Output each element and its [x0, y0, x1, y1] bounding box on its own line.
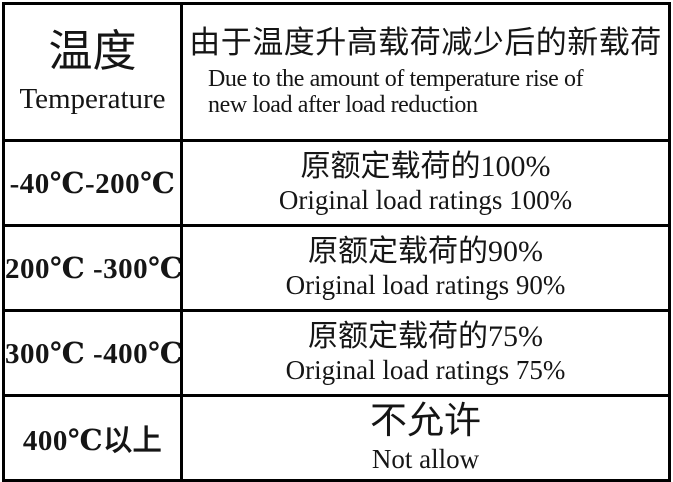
load-rating-en: Not allow — [371, 443, 480, 474]
load-rating-cell: 不允许 Not allow — [180, 394, 671, 482]
temp-range-label: -40℃-200℃ — [9, 167, 176, 200]
header-new-load-en-line1: Due to the amount of temperature rise of — [208, 65, 584, 92]
table-row: 300℃ -400℃ 原额定载荷的75% Original load ratin… — [2, 309, 671, 397]
temp-range-cell: -40℃-200℃ — [2, 139, 183, 227]
header-new-load-en: Due to the amount of temperature rise of… — [185, 65, 667, 119]
temp-range-label: 300℃ -400℃ — [5, 337, 182, 370]
load-rating-zh: 原额定载荷的90% — [308, 235, 543, 269]
table-row: -40℃-200℃ 原额定载荷的100% Original load ratin… — [2, 139, 671, 227]
load-rating-en: Original load ratings 100% — [278, 185, 573, 216]
header-new-load-en-line2: new load after load reduction — [208, 92, 478, 119]
header-new-load-zh: 由于温度升高载荷减少后的新载荷 — [189, 25, 662, 61]
temp-range-cell: 400℃以上 — [2, 394, 183, 482]
load-rating-cell: 原额定载荷的90% Original load ratings 90% — [180, 224, 671, 312]
table-row: 400℃以上 不允许 Not allow — [2, 394, 671, 482]
temp-range-label: 200℃ -300℃ — [5, 252, 182, 285]
load-rating-cell: 原额定载荷的100% Original load ratings 100% — [180, 139, 671, 227]
load-rating-zh: 原额定载荷的100% — [300, 150, 551, 184]
header-cell-new-load: 由于温度升高载荷减少后的新载荷 Due to the amount of tem… — [180, 2, 671, 142]
load-rating-zh: 不允许 — [370, 401, 481, 443]
load-rating-zh: 原额定载荷的75% — [308, 320, 543, 354]
load-rating-en: Original load ratings 75% — [285, 355, 566, 386]
temp-range-label: 400℃以上 — [22, 425, 163, 457]
header-temperature-zh: 温度 — [48, 26, 137, 76]
temp-range-cell: 200℃ -300℃ — [2, 224, 183, 312]
header-temperature-en: Temperature — [19, 83, 166, 116]
temp-range-cell: 300℃ -400℃ — [2, 309, 183, 397]
header-cell-temperature: 温度 Temperature — [2, 2, 183, 142]
load-rating-cell: 原额定载荷的75% Original load ratings 75% — [180, 309, 671, 397]
table-row: 200℃ -300℃ 原额定载荷的90% Original load ratin… — [2, 224, 671, 312]
table-header-row: 温度 Temperature 由于温度升高载荷减少后的新载荷 Due to th… — [2, 2, 671, 142]
load-rating-en: Original load ratings 90% — [285, 270, 566, 301]
